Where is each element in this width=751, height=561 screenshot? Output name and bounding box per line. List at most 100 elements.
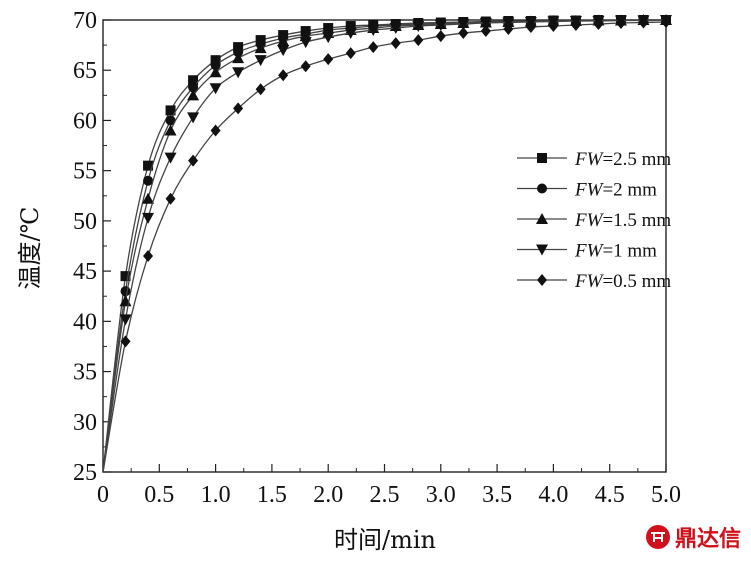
data-point-triangle-down xyxy=(119,314,132,326)
data-point-diamond xyxy=(120,335,131,348)
data-point-diamond xyxy=(143,250,154,263)
data-point-triangle-up xyxy=(536,213,548,224)
data-point-square xyxy=(210,55,221,66)
data-point-triangle-down xyxy=(142,212,155,224)
data-point-circle xyxy=(210,60,221,71)
data-point-diamond xyxy=(323,53,334,66)
data-point-triangle-up xyxy=(232,52,245,64)
x-tick-label: 5.0 xyxy=(651,482,681,508)
legend-prefix: FW xyxy=(574,210,605,231)
data-point-diamond xyxy=(593,18,604,31)
legend-value: =2.5 mm xyxy=(602,149,671,170)
data-point-diamond xyxy=(661,16,671,29)
data-point-triangle-down xyxy=(502,17,515,29)
watermark-text: 鼎达信 xyxy=(674,527,741,552)
data-point-diamond xyxy=(278,69,289,82)
data-point-circle xyxy=(233,47,244,58)
data-point-diamond xyxy=(458,27,469,40)
data-point-triangle-down xyxy=(344,28,357,40)
data-point-circle xyxy=(143,175,154,186)
legend-label: FW=1 mm xyxy=(574,241,657,262)
data-point-square xyxy=(165,105,176,116)
data-point-diamond xyxy=(165,192,176,205)
legend-entry: FW=2 mm xyxy=(517,180,657,201)
data-point-triangle-down xyxy=(457,19,470,31)
legend-value: =2 mm xyxy=(602,180,657,201)
y-axis-title: 温度/℃ xyxy=(16,207,44,290)
data-point-diamond xyxy=(233,102,244,115)
data-point-diamond xyxy=(480,25,491,38)
data-point-diamond xyxy=(255,83,266,96)
data-point-triangle-up xyxy=(209,66,222,78)
y-tick-label: 45 xyxy=(73,259,97,285)
data-point-diamond xyxy=(537,274,547,286)
legend-entry: FW=2.5 mm xyxy=(517,149,671,170)
legend-prefix: FW xyxy=(574,241,605,262)
data-point-triangle-down xyxy=(434,20,447,32)
data-point-diamond xyxy=(435,30,446,43)
data-point-triangle-down xyxy=(209,83,222,95)
legend-entry: FW=1.5 mm xyxy=(517,210,671,231)
y-tick-label: 70 xyxy=(73,8,97,34)
legend-value: =0.5 mm xyxy=(602,271,671,292)
logo-icon xyxy=(645,525,670,549)
x-tick-label: 0.5 xyxy=(144,482,174,508)
legend-prefix: FW xyxy=(574,149,605,170)
data-point-triangle-down xyxy=(187,112,200,124)
data-point-triangle-down xyxy=(389,23,402,35)
data-point-square xyxy=(188,75,199,86)
x-tick-label: 1.0 xyxy=(201,482,231,508)
series-diamond xyxy=(102,16,671,473)
x-tick-label: 2.0 xyxy=(313,482,343,508)
x-tick-label: 4.0 xyxy=(538,482,568,508)
data-point-square xyxy=(120,271,131,282)
data-point-triangle-down xyxy=(367,25,380,37)
legend-label: FW=2 mm xyxy=(574,180,657,201)
x-tick-label: 1.5 xyxy=(257,482,287,508)
data-point-triangle-down xyxy=(322,32,335,44)
data-point-triangle-up xyxy=(254,42,267,54)
legend-label: FW=1.5 mm xyxy=(574,210,671,231)
data-point-triangle-down xyxy=(412,21,425,33)
data-point-diamond xyxy=(638,16,649,29)
data-point-circle xyxy=(120,286,131,297)
x-tick-label: 3.5 xyxy=(482,482,512,508)
data-point-square xyxy=(233,42,244,53)
y-tick-label: 40 xyxy=(73,309,97,335)
data-point-diamond xyxy=(503,23,514,36)
data-point-diamond xyxy=(525,21,536,34)
data-point-triangle-down xyxy=(164,152,177,164)
data-point-triangle-down xyxy=(536,244,548,256)
x-tick-label: 0 xyxy=(97,482,109,508)
y-tick-label: 30 xyxy=(73,410,97,436)
watermark: 鼎达信 xyxy=(645,521,741,553)
y-tick-label: 55 xyxy=(73,159,97,185)
data-point-circle xyxy=(537,183,547,194)
y-tick-label: 50 xyxy=(73,209,97,235)
legend-entry: FW=0.5 mm xyxy=(517,271,671,292)
x-tick-label: 2.5 xyxy=(370,482,400,508)
data-point-circle xyxy=(165,115,176,126)
data-point-triangle-down xyxy=(254,55,267,67)
y-tick-label: 25 xyxy=(73,460,97,486)
legend-label: FW=2.5 mm xyxy=(574,149,671,170)
data-point-triangle-down xyxy=(277,45,290,57)
data-point-triangle-up xyxy=(187,89,200,101)
series-layer xyxy=(102,14,672,473)
y-tick-label: 60 xyxy=(73,108,97,134)
data-point-diamond xyxy=(413,34,424,47)
data-point-triangle-up xyxy=(164,124,177,136)
x-tick-label: 4.5 xyxy=(595,482,625,508)
data-point-triangle-down xyxy=(299,37,312,49)
data-point-triangle-down xyxy=(232,67,245,79)
legend-value: =1 mm xyxy=(602,241,657,262)
data-point-square xyxy=(143,160,154,171)
legend-label: FW=0.5 mm xyxy=(574,271,671,292)
data-point-circle xyxy=(188,82,199,93)
data-point-square xyxy=(537,153,547,163)
axes: 0 0.5 1.0 1.5 2.0 2.5 3.0 3.5 4.0 4.5 5.0 25 30 35 40 4… xyxy=(73,8,681,508)
data-point-triangle-up xyxy=(142,192,155,204)
data-point-diamond xyxy=(300,60,311,73)
